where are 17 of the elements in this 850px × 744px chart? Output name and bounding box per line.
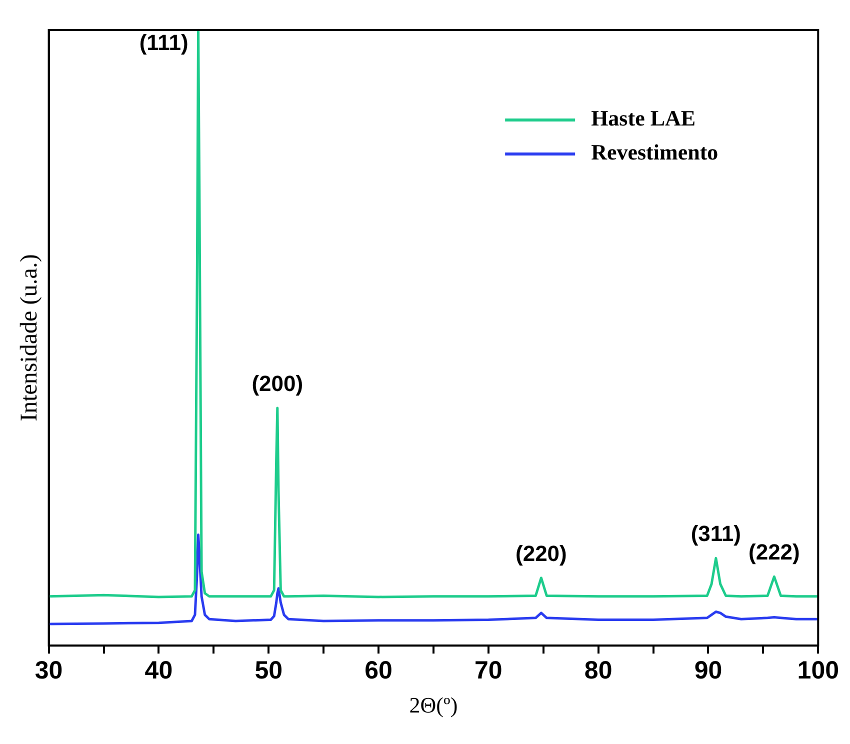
x-tick-label: 70 (474, 656, 502, 684)
annotation: (222) (748, 540, 800, 565)
x-tick-label: 60 (364, 656, 392, 684)
x-tick-label: 80 (584, 656, 612, 684)
annotation: (111) (139, 30, 188, 56)
x-tick-label: 50 (254, 656, 283, 684)
x-tick-label: 30 (34, 656, 63, 684)
x-tick-label: 90 (694, 656, 722, 684)
annotation: (200) (252, 371, 304, 396)
legend-label: Revestimento (591, 140, 718, 165)
legend-label: Haste LAE (591, 106, 696, 131)
x-tick-label: 40 (144, 656, 173, 684)
x-axis-title: 2Θ(º) (409, 692, 458, 718)
annotation: (311) (690, 521, 742, 546)
annotation: (220) (516, 540, 567, 566)
y-axis-title: Intensidade (u.a.) (16, 254, 43, 422)
x-tick-label: 100 (797, 656, 840, 684)
